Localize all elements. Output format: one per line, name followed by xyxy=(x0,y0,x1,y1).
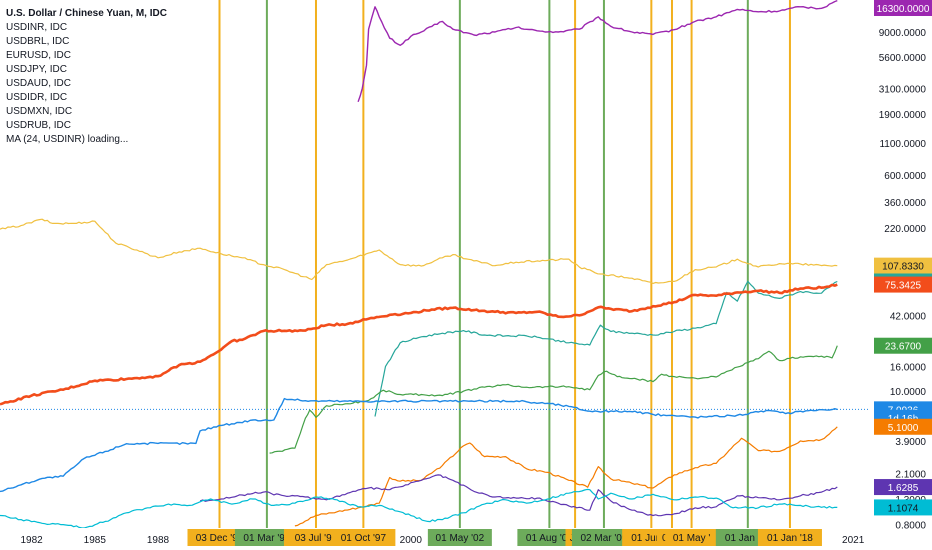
event-date-label-10: 01 May ' xyxy=(673,533,711,544)
y-tick-label-0: 9000.0000 xyxy=(879,28,927,39)
y-tick-label-7: 220.0000 xyxy=(884,224,926,235)
x-tick-label-4: 2021 xyxy=(842,535,865,546)
series-line-8 xyxy=(0,488,838,528)
series-line-4 xyxy=(269,345,838,454)
y-tick-label-6: 360.0000 xyxy=(884,198,926,209)
y-tick-label-14: 0.8000 xyxy=(895,521,926,532)
y-tick-label-11: 3.9000 xyxy=(895,437,926,448)
series-line-1 xyxy=(0,218,838,284)
event-date-label-1: 01 Mar '93 xyxy=(243,533,290,544)
y-tick-label-5: 600.0000 xyxy=(884,171,926,182)
price-tag-bg-7 xyxy=(874,418,932,435)
y-tick-label-1: 5600.0000 xyxy=(879,53,927,64)
price-tag-bg-9 xyxy=(874,499,932,516)
series-line-5 xyxy=(0,397,838,493)
price-tag-label-3: 75.3425 xyxy=(885,281,922,292)
x-tick-label-3: 2000 xyxy=(400,535,423,546)
price-tag-bg-3 xyxy=(874,276,932,293)
legend-item-usdmxn[interactable]: USDMXN, IDC xyxy=(6,106,73,117)
event-date-bg-10 xyxy=(665,529,718,546)
y-tick-label-8: 42.0000 xyxy=(890,311,927,322)
event-date-label-8: 01 Jun '1 xyxy=(631,533,672,544)
y-tick-label-10: 10.0000 xyxy=(890,387,927,398)
series-line-0 xyxy=(357,0,838,103)
legend-item-usdjpy[interactable]: USDJPY, IDC xyxy=(6,64,67,75)
series-line-7 xyxy=(199,474,838,517)
y-tick-label-4: 1100.0000 xyxy=(879,139,926,150)
legend-item-usdidr[interactable]: USDIDR, IDC xyxy=(6,92,68,103)
event-date-bg-7 xyxy=(571,529,636,546)
event-date-label-11: 01 Jan '16 xyxy=(725,533,771,544)
event-date-bg-5 xyxy=(517,529,582,546)
event-date-label-12: 01 Jan '18 xyxy=(767,533,813,544)
legend-item-eurusd[interactable]: EURUSD, IDC xyxy=(6,50,72,61)
legend-item-usdrub[interactable]: USDRUB, IDC xyxy=(6,120,72,131)
event-date-bg-4 xyxy=(427,529,492,546)
legend-item-usdbrl[interactable]: USDBRL, IDC xyxy=(6,36,70,47)
series-group xyxy=(0,0,838,528)
price-tag-label-9: 1.1074 xyxy=(888,503,919,514)
legend-title[interactable]: U.S. Dollar / Chinese Yuan, M, IDC xyxy=(6,8,167,19)
event-date-bg-12 xyxy=(757,529,822,546)
event-date-bg-3 xyxy=(331,529,396,546)
price-tag-label-8: 1.6285 xyxy=(888,483,919,494)
price-tag-label-1: 107.8330 xyxy=(882,262,924,273)
x-tick-label-2: 1988 xyxy=(147,535,170,546)
y-tick-label-2: 3100.0000 xyxy=(879,84,927,95)
event-date-label-4: 01 May '02 xyxy=(436,533,485,544)
legend-item-ma[interactable]: MA (24, USDINR) loading... xyxy=(6,134,129,145)
price-tag-label-4: 23.6700 xyxy=(885,342,922,353)
event-date-label-5: 01 Aug '06 xyxy=(526,533,573,544)
price-tag-bg-4 xyxy=(874,337,932,354)
legend-item-usdinr[interactable]: USDINR, IDC xyxy=(6,22,68,33)
x-tick-label-0: 1982 xyxy=(20,535,43,546)
event-date-label-3: 01 Oct '97 xyxy=(341,533,387,544)
price-tag-label-7: 5.1000 xyxy=(888,423,919,434)
y-tick-label-3: 1900.0000 xyxy=(879,110,927,121)
event-date-label-7: 02 Mar '09 xyxy=(580,533,627,544)
x-tick-label-1: 1985 xyxy=(84,535,107,546)
series-line-3 xyxy=(0,283,838,406)
price-tag-label-0: 16300.0000 xyxy=(877,4,930,15)
event-date-label-0: 03 Dec '90 xyxy=(196,533,244,544)
legend-item-usdaud[interactable]: USDAUD, IDC xyxy=(6,78,72,89)
price-tag-bg-0 xyxy=(874,0,932,16)
series-line-6 xyxy=(294,426,838,527)
series-line-2 xyxy=(374,280,838,417)
y-tick-label-9: 16.0000 xyxy=(890,362,927,373)
legend: U.S. Dollar / Chinese Yuan, M, IDC USDIN… xyxy=(6,7,167,147)
event-date-bg-1 xyxy=(234,529,299,546)
event-date-label-2: 03 Jul '95 xyxy=(295,533,338,544)
y-tick-label-12: 2.1000 xyxy=(895,470,926,481)
price-tag-bg-1 xyxy=(874,257,932,274)
price-tag-bg-8 xyxy=(874,479,932,496)
